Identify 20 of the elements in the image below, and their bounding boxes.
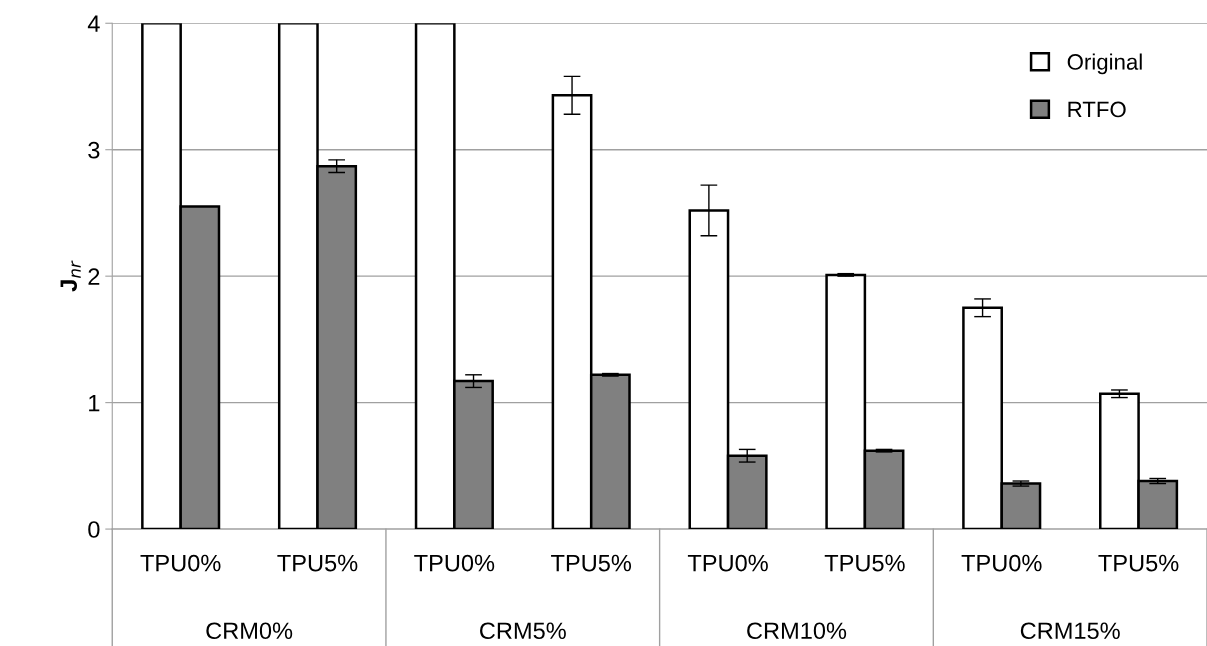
x-tick-label: TPU0% [687, 554, 768, 572]
x-tick-label: TPU5% [551, 554, 632, 572]
x-tick-label: TPU0% [414, 554, 495, 572]
y-axis-title: J$_{nr}$ [60, 260, 81, 292]
x-tick-label: TPU0% [961, 554, 1042, 572]
x-tick-label: TPU5% [1098, 554, 1179, 572]
x-tick-label: TPU5% [824, 554, 905, 572]
y-tick-label: 2 [88, 268, 100, 285]
y-tick-label: 4 [87, 15, 100, 32]
y-tick-label: 3 [88, 141, 100, 159]
y-tick-label: 0 [88, 521, 100, 538]
y-tick-label: 1 [89, 394, 100, 412]
x-tick-label: TPU5% [277, 554, 358, 572]
text: CRM15% [1020, 622, 1120, 640]
legend-label: Original [1067, 53, 1142, 75]
text: CRM10% [747, 622, 847, 640]
text: CRM5% [480, 622, 566, 640]
x-tick-label: TPU0% [140, 554, 221, 572]
legend-label: RTFO [1068, 101, 1126, 118]
text: CRM0% [206, 622, 293, 640]
